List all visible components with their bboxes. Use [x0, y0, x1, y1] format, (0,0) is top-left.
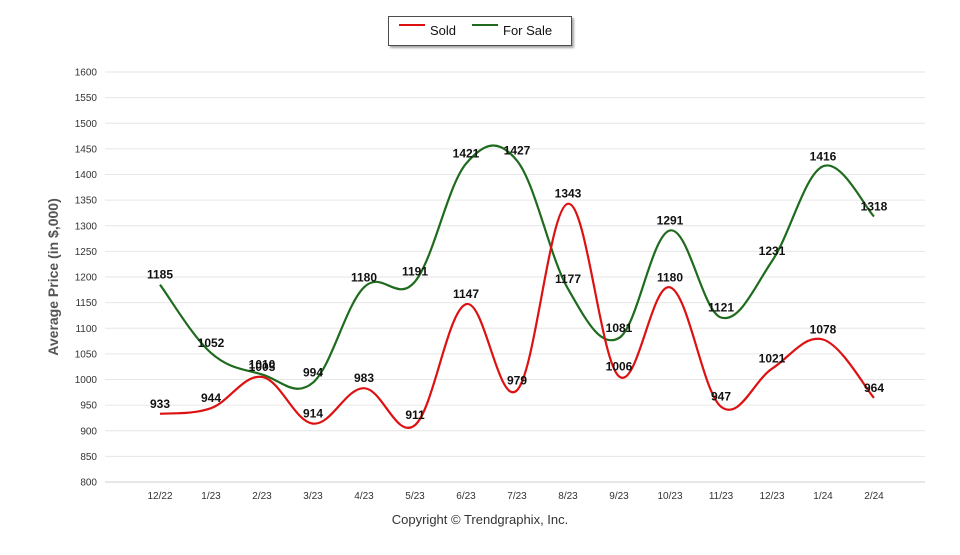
data-label-sold: 1180: [657, 270, 683, 284]
y-tick-label: 1200: [75, 273, 98, 284]
data-label-for-sale: 1121: [708, 300, 734, 314]
legend-swatch-for-sale: [472, 24, 498, 26]
legend-label-sold: Sold: [430, 23, 457, 38]
x-tick-label: 12/22: [147, 491, 172, 502]
x-tick-label: 5/23: [405, 491, 425, 502]
data-label-sold: 1147: [453, 287, 479, 301]
legend: Sold For Sale: [388, 16, 572, 46]
data-label-sold: 1006: [606, 359, 633, 373]
data-label-sold: 979: [507, 373, 527, 387]
data-label-for-sale: 1318: [861, 200, 888, 214]
x-tick-label: 7/23: [507, 491, 527, 502]
data-label-for-sale: 1421: [453, 147, 480, 161]
x-tick-label: 2/23: [252, 491, 272, 502]
data-label-for-sale: 1185: [147, 268, 173, 282]
legend-label-for-sale: For Sale: [503, 23, 553, 38]
data-label-sold: 1343: [555, 187, 582, 201]
x-tick-label: 4/23: [354, 491, 374, 502]
y-tick-label: 850: [80, 452, 97, 463]
data-label-for-sale: 1081: [606, 321, 633, 335]
x-tick-label: 1/24: [813, 491, 833, 502]
y-tick-label: 950: [80, 401, 97, 412]
data-label-sold: 911: [405, 408, 425, 422]
copyright-text: Copyright © Trendgraphix, Inc.: [391, 512, 569, 527]
series-line-sold: [159, 202, 875, 429]
data-label-sold: 947: [711, 390, 731, 404]
data-label-for-sale: 1010: [249, 357, 276, 371]
data-label-for-sale: 1177: [555, 272, 581, 286]
x-tick-label: 1/23: [201, 491, 221, 502]
legend-swatch-sold: [399, 24, 425, 26]
y-tick-label: 800: [80, 478, 97, 489]
data-label-for-sale: 1291: [657, 213, 684, 227]
x-tick-label: 6/23: [456, 491, 476, 502]
y-tick-label: 1100: [75, 324, 97, 335]
y-tick-label: 1300: [75, 221, 98, 232]
data-label-sold: 983: [354, 371, 374, 385]
data-label-for-sale: 1180: [351, 270, 377, 284]
x-tick-label: 2/24: [864, 491, 884, 502]
y-tick-label: 1500: [75, 119, 98, 130]
data-label-sold: 964: [864, 381, 884, 395]
y-tick-label: 1150: [75, 298, 97, 309]
data-label-for-sale: 994: [303, 366, 323, 380]
data-label-sold: 944: [201, 391, 221, 405]
x-tick-label: 12/23: [759, 491, 784, 502]
y-tick-label: 1450: [75, 144, 98, 155]
data-label-for-sale: 1231: [759, 244, 786, 258]
data-label-for-sale: 1427: [504, 144, 531, 158]
x-tick-label: 9/23: [609, 491, 629, 502]
data-label-sold: 914: [303, 407, 323, 421]
y-tick-label: 1000: [75, 375, 98, 386]
y-axis-title: Average Price (in $,000): [45, 198, 61, 355]
y-tick-label: 1400: [75, 170, 98, 181]
x-tick-label: 11/23: [709, 491, 734, 502]
series-line-for-sale: [159, 144, 875, 390]
y-tick-label: 1050: [75, 349, 98, 360]
x-tick-label: 10/23: [657, 491, 682, 502]
x-tick-label: 3/23: [303, 491, 323, 502]
data-label-sold: 933: [150, 397, 170, 411]
y-tick-label: 1250: [75, 247, 98, 258]
y-tick-label: 1350: [75, 196, 98, 207]
data-label-for-sale: 1416: [810, 149, 837, 163]
y-tick-label: 900: [80, 426, 97, 437]
data-label-sold: 1021: [759, 352, 786, 366]
x-tick-label: 8/23: [558, 491, 578, 502]
data-label-sold: 1005: [249, 360, 276, 374]
y-tick-label: 1600: [75, 68, 98, 79]
data-label-for-sale: 1052: [198, 336, 225, 350]
data-label-for-sale: 1191: [402, 265, 428, 279]
data-label-sold: 1078: [810, 323, 837, 337]
y-tick-label: 1550: [75, 93, 98, 104]
